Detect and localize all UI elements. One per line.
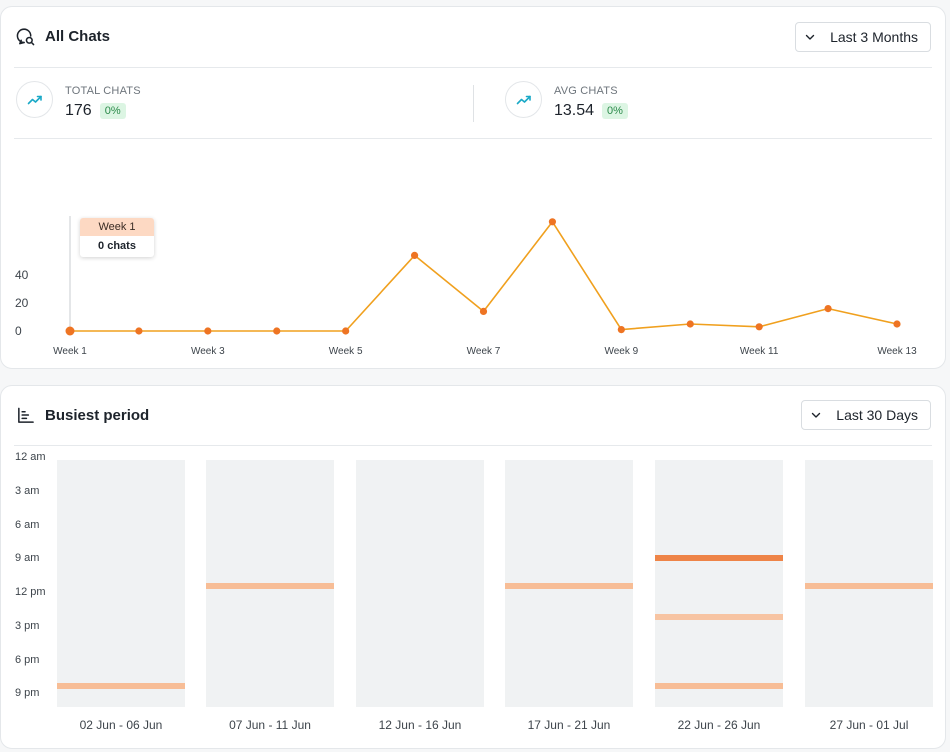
- hour-label: 9 am: [15, 552, 40, 564]
- x-tick-label: Week 5: [329, 346, 363, 357]
- data-point: [755, 323, 763, 331]
- data-point: [548, 218, 557, 226]
- tooltip-week: Week 1: [80, 218, 154, 236]
- hour-label: 12 pm: [15, 586, 46, 598]
- hour-label: 6 am: [15, 519, 40, 531]
- total-chats-stat: TOTAL CHATS 176 0%: [16, 81, 141, 120]
- data-point: [410, 251, 419, 259]
- header-divider: [14, 67, 932, 68]
- avg-chats-change-badge: 0%: [602, 103, 628, 119]
- busy-hour-band: [655, 683, 783, 690]
- busiest-period-header: Busiest period: [16, 406, 149, 425]
- busy-hour-band: [505, 582, 633, 589]
- stats-divider: [14, 138, 932, 139]
- chart-tooltip: Week 1 0 chats: [80, 218, 154, 257]
- stats-separator: [473, 85, 474, 122]
- period-column: [655, 460, 783, 707]
- busiest-period-card: Busiest period Last 30 Days 12 am 3 am 6 a…: [0, 385, 946, 749]
- busy-range-dropdown[interactable]: Last 30 Days: [801, 400, 931, 430]
- total-chats-label: TOTAL CHATS: [65, 85, 141, 97]
- period-column: [356, 460, 484, 707]
- data-point: [824, 305, 832, 313]
- trend-up-icon: [16, 81, 53, 118]
- busiest-period-title: Busiest period: [45, 407, 150, 424]
- data-point: [273, 327, 281, 335]
- period-column: [505, 460, 633, 707]
- period-label: 17 Jun - 21 Jun: [527, 718, 611, 732]
- all-chats-card: All Chats Last 3 Months TOTAL CHATS 176 …: [0, 6, 946, 369]
- hour-label: 9 pm: [15, 687, 40, 699]
- chevron-down-icon: [812, 412, 821, 418]
- data-point: [617, 326, 625, 334]
- period-label: 27 Jun - 01 Jul: [829, 718, 909, 732]
- x-tick-label: Week 3: [191, 346, 225, 357]
- period-label: 02 Jun - 06 Jun: [79, 718, 163, 732]
- total-chats-change-badge: 0%: [99, 103, 126, 119]
- busy-hour-band: [206, 582, 334, 589]
- data-point: [135, 327, 143, 335]
- all-chats-title: All Chats: [45, 28, 111, 45]
- weekly-chats-line-chart: 0 20 40 Week 1 Week 3 Week 5 Week 7 Week 9 Week …: [15, 216, 917, 357]
- avg-chats-value: 13.54: [554, 102, 595, 119]
- tooltip-value: 0 chats: [98, 240, 136, 252]
- period-label: 07 Jun - 11 Jun: [229, 718, 311, 732]
- bar-chart-icon: [18, 407, 34, 423]
- data-point: [893, 320, 901, 328]
- hour-label: 6 pm: [15, 654, 40, 666]
- y-tick-label: 20: [15, 296, 29, 310]
- y-tick-label: 40: [15, 268, 29, 282]
- all-chats-header: All Chats: [16, 27, 110, 46]
- busy-hour-band: [655, 614, 783, 621]
- x-tick-label: Week 1: [53, 346, 87, 357]
- x-tick-label: Week 7: [467, 346, 501, 357]
- data-point: [204, 327, 212, 335]
- busy-hour-band: [655, 554, 783, 561]
- period-label: 12 Jun - 16 Jun: [378, 718, 462, 732]
- period-label: 22 Jun - 26 Jun: [677, 718, 761, 732]
- x-tick-label: Week 9: [604, 346, 638, 357]
- trend-up-icon: [505, 81, 542, 118]
- avg-chats-stat: AVG CHATS 13.54 0%: [505, 81, 628, 120]
- period-column: [805, 460, 933, 707]
- y-tick-label: 0: [15, 324, 22, 338]
- x-tick-label: Week 11: [740, 346, 779, 357]
- busy-hour-band: [57, 683, 185, 690]
- hour-label: 3 pm: [15, 620, 40, 632]
- chats-range-value: Last 3 Months: [830, 29, 918, 45]
- busy-hour-band: [805, 582, 933, 589]
- data-point: [479, 307, 488, 315]
- hour-label: 12 am: [15, 451, 46, 463]
- chats-range-dropdown[interactable]: Last 3 Months: [795, 22, 931, 52]
- busy-range-value: Last 30 Days: [836, 407, 918, 423]
- avg-chats-label: AVG CHATS: [554, 85, 618, 97]
- busy-header-divider: [14, 445, 932, 446]
- chevron-down-icon: [805, 34, 815, 40]
- data-point: [686, 320, 694, 328]
- data-point: [342, 327, 350, 335]
- hour-label: 3 am: [15, 485, 40, 497]
- data-point: [65, 326, 75, 336]
- x-tick-label: Week 13: [877, 346, 917, 357]
- chat-search-icon: [16, 28, 35, 46]
- period-column: [57, 460, 185, 707]
- period-column: [206, 460, 334, 707]
- total-chats-value: 176: [65, 102, 92, 119]
